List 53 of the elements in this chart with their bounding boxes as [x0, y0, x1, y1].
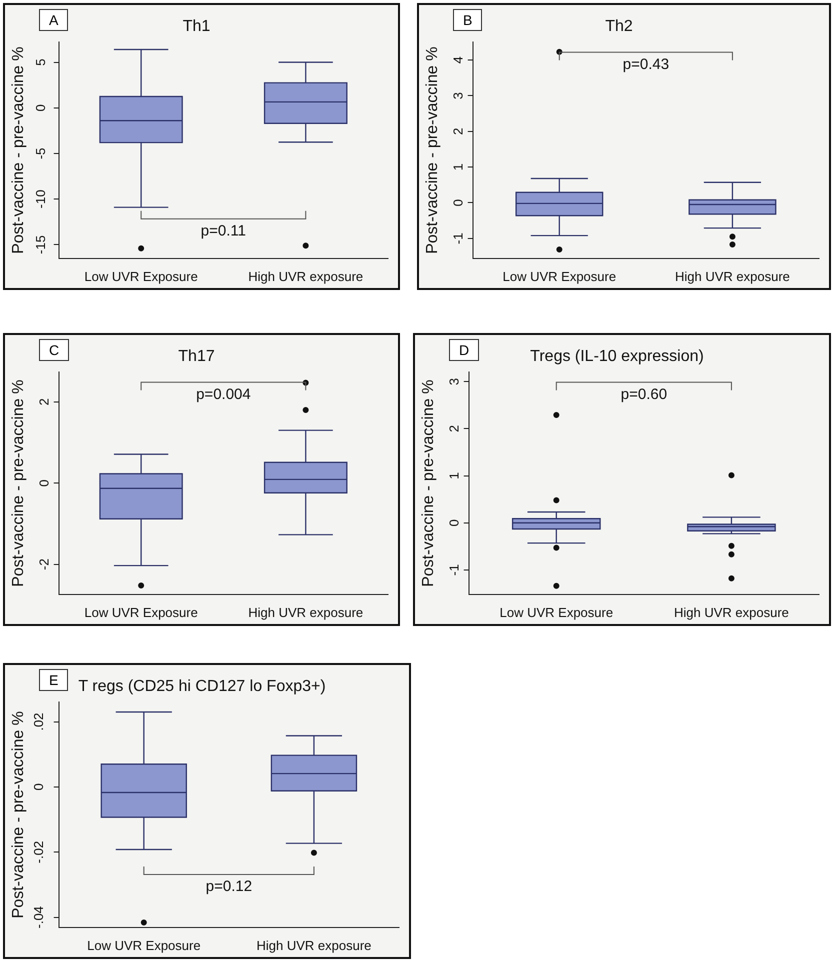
x-tick-label: Low UVR Exposure — [502, 268, 616, 284]
y-axis-title: Post-vaccine - pre-vaccine % — [420, 380, 438, 587]
text: C — [39, 339, 70, 361]
y-tick-label: -1 — [446, 564, 462, 576]
chart-title: T regs (CD25 hi CD127 lo Foxp3+) — [78, 678, 326, 696]
chart-title: Th2 — [605, 18, 633, 36]
y-tick-label: -15 — [32, 235, 48, 254]
y-tick-label: -.04 — [31, 906, 46, 928]
y-tick-label: 0 — [450, 199, 466, 206]
x-tick-label: Low UVR Exposure — [500, 604, 614, 620]
y-axis-title: Post-vaccine - pre-vaccine % — [10, 380, 28, 587]
x-tick-label: High UVR exposure — [256, 938, 372, 953]
y-tick-label: 5 — [32, 58, 48, 66]
x-tick-label: High UVR exposure — [675, 268, 790, 284]
x-tick-label: Low UVR Exposure — [84, 268, 198, 284]
x-tick-label: High UVR exposure — [674, 604, 789, 620]
annotation: p=0.11 — [200, 222, 246, 240]
text: D — [449, 339, 480, 361]
y-tick-label: 2 — [446, 425, 462, 432]
annotation: p=0.004 — [196, 386, 251, 403]
text: E — [39, 669, 68, 691]
y-tick-label: 1 — [450, 163, 466, 171]
y-tick-label: 0 — [446, 519, 462, 526]
y-tick-label: 3 — [446, 378, 462, 386]
x-tick-label: High UVR exposure — [248, 268, 364, 284]
y-tick-label: -1 — [450, 232, 466, 244]
y-tick-label: 4 — [450, 56, 466, 64]
annotation: p=0.60 — [620, 386, 668, 403]
y-tick-label: -10 — [32, 190, 48, 209]
chart-title: Th1 — [182, 18, 210, 36]
y-tick-label: -2 — [36, 558, 52, 570]
annotation: p=0.12 — [206, 878, 252, 896]
y-tick-label: .02 — [31, 712, 46, 731]
annotation: p=0.43 — [622, 56, 670, 73]
y-tick-label: 2 — [36, 398, 52, 406]
y-tick-label: 0 — [36, 479, 52, 487]
y-axis-title: Post-vaccine - pre-vaccine % — [10, 711, 28, 918]
y-tick-label: -5 — [32, 148, 48, 160]
y-tick-label: 3 — [450, 92, 466, 100]
chart-title: Tregs (IL-10 expression) — [530, 348, 704, 366]
x-tick-label: High UVR exposure — [248, 604, 364, 620]
y-tick-label: 0 — [31, 783, 46, 791]
y-tick-label: -.02 — [31, 840, 46, 864]
y-axis-title: Post-vaccine - pre-vaccine % — [424, 46, 442, 254]
y-tick-label: 1 — [446, 472, 462, 480]
y-axis-title: Post-vaccine - pre-vaccine % — [10, 46, 28, 254]
y-tick-label: 0 — [32, 104, 48, 112]
y-tick-label: 2 — [450, 128, 466, 136]
x-tick-label: Low UVR Exposure — [87, 938, 201, 953]
chart-title: Th17 — [178, 348, 215, 366]
text: A — [39, 9, 68, 31]
text: B — [453, 9, 482, 31]
x-tick-label: Low UVR Exposure — [84, 604, 198, 620]
